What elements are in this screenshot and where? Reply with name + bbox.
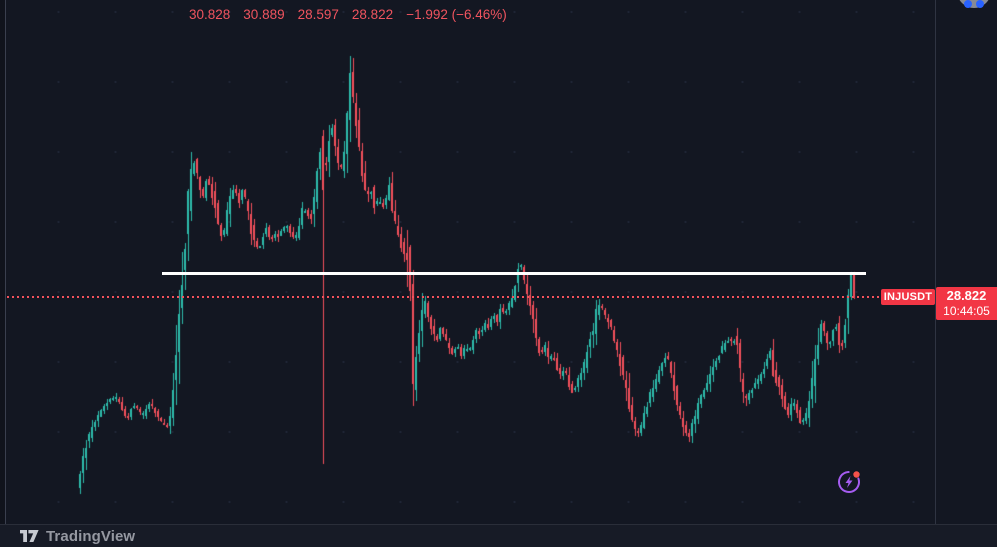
price-line-symbol-badge: INJUSDT [881,289,935,305]
candlestick-series-canvas[interactable] [0,0,997,524]
user-avatar[interactable] [957,0,991,8]
ohlc-legend: 30.828 30.889 28.597 28.822 −1.992 (−6.4… [189,7,507,22]
ohlc-close-value: 28.822 [351,7,394,22]
ohlc-high-value: 30.889 [243,7,285,22]
current-price-value: 28.822 [946,288,987,303]
footer-bar: TradingView [0,524,997,547]
price-axis-border [935,0,936,524]
ohlc-low-value: 28.597 [297,7,339,22]
spark-lightning-icon [838,471,860,493]
current-price-badge: 28.822 10:44:05 [936,287,997,320]
ohlc-open-value: 30.828 [189,7,231,22]
avatar-detail-icon [964,0,972,8]
tradingview-brand-text: TradingView [46,527,136,545]
price-scale[interactable]: 28.822 10:44:05 [935,0,997,524]
current-price-line [7,296,881,298]
tradingview-logo[interactable]: TradingView [20,528,135,545]
tradingview-logo-icon [20,530,39,542]
bar-countdown-timer: 10:44:05 [943,304,990,318]
resistance-trendline[interactable] [162,272,866,275]
avatar-detail-icon [976,0,984,8]
spark-button[interactable] [835,468,863,496]
notification-dot [853,471,860,478]
chart-pane[interactable]: 30.828 30.889 28.597 28.822 −1.992 (−6.4… [0,0,997,524]
ohlc-change-value: −1.992 (−6.46%) [406,7,507,22]
lightning-bolt-icon [845,476,853,488]
